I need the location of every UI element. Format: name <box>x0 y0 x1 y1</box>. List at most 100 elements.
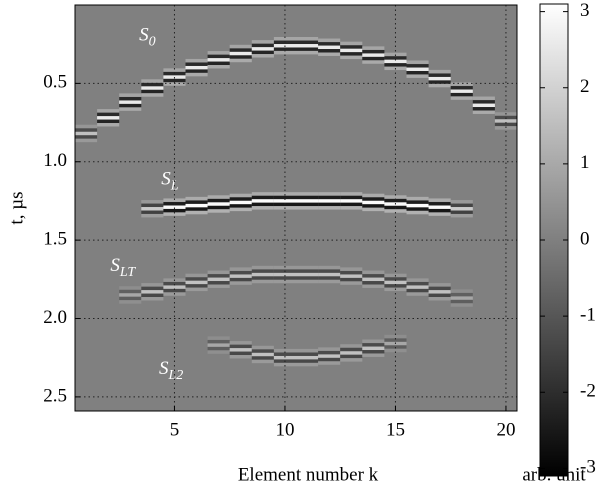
wavelet-stripe <box>273 352 296 356</box>
wavelet-stripe <box>207 209 230 213</box>
wavelet-stripe <box>428 212 451 216</box>
wavelet-stripe <box>207 202 230 206</box>
wavelet-stripe <box>251 199 274 203</box>
wavelet-stripe <box>406 281 429 286</box>
wavelet-stripe <box>340 45 363 49</box>
wavelet-stripe <box>273 348 296 353</box>
wavelet-stripe <box>362 284 385 288</box>
wavelet-stripe <box>207 339 230 344</box>
wavelet-stripe <box>185 196 208 201</box>
wavelet-stripe <box>318 42 341 46</box>
wavelet-stripe <box>163 82 186 86</box>
wavelet-stripe <box>185 284 208 288</box>
wavelet <box>251 40 274 58</box>
wavelet-stripe <box>296 47 319 51</box>
wavelet <box>119 286 142 304</box>
wavelet-stripe <box>362 274 385 278</box>
wavelet-stripe <box>229 193 252 198</box>
wavelet-stripe <box>384 334 407 339</box>
wavelet-stripe <box>229 207 252 212</box>
wavelet-stripe <box>273 195 296 200</box>
wavelet-stripe <box>384 52 407 57</box>
wavelet-stripe <box>141 79 164 83</box>
wavelet-stripe <box>296 352 319 356</box>
wavelet <box>428 69 451 88</box>
y-tick-label: 2.5 <box>43 385 67 406</box>
wavelet <box>340 344 363 362</box>
wavelet-stripe <box>340 271 363 275</box>
wavelet-stripe <box>251 345 274 350</box>
wavelet-stripe <box>384 198 407 203</box>
wavelet-stripe <box>406 292 429 296</box>
wavelet-stripe <box>318 272 341 277</box>
wavelet-stripe <box>229 58 252 63</box>
wavelet-stripe <box>163 288 186 293</box>
wavelet <box>251 345 274 364</box>
wavelet-stripe <box>141 89 164 94</box>
wavelet-stripe <box>406 70 429 75</box>
wavelet-stripe <box>296 276 319 280</box>
wavelet-stripe <box>318 276 341 280</box>
wavelet-stripe <box>119 103 142 108</box>
wavelet-stripe <box>296 279 319 284</box>
wavelet-stripe <box>163 198 186 202</box>
wavelet-stripe <box>185 273 208 278</box>
wave-label-subscript: LT <box>119 265 137 280</box>
wavelet-stripe <box>318 357 341 362</box>
wavelet <box>75 124 98 143</box>
wavelet-stripe <box>362 204 385 208</box>
wavelet-stripe <box>141 200 164 204</box>
wavelet-stripe <box>229 281 252 285</box>
wavelet-stripe <box>340 48 363 53</box>
wavelet-stripe <box>340 281 363 285</box>
wavelet-stripe <box>362 339 385 343</box>
wave-label-name: S <box>110 255 120 276</box>
wavelet-stripe <box>207 343 230 347</box>
wavelet <box>318 192 341 210</box>
wavelet-stripe <box>207 195 230 199</box>
wavelet-stripe <box>384 56 407 60</box>
wavelet-stripe <box>428 69 451 74</box>
wavelet <box>362 46 385 64</box>
wavelet-stripe <box>207 65 230 69</box>
wavelet-stripe <box>251 265 274 270</box>
wavelet-stripe <box>296 50 319 55</box>
wavelet-stripe <box>207 277 230 282</box>
wavelet-stripe <box>406 74 429 78</box>
wavelet-stripe <box>119 289 142 294</box>
wavelet-stripe <box>251 50 274 55</box>
wavelet-stripe <box>450 299 473 304</box>
wavelet <box>406 60 429 78</box>
wavelet-stripe <box>119 107 142 111</box>
wavelet-stripe <box>251 54 274 58</box>
wavelet-stripe <box>251 202 274 207</box>
wavelet-stripe <box>163 208 186 213</box>
colorbar-tick-label: -3 <box>580 457 596 478</box>
wavelet-stripe <box>406 203 429 208</box>
wavelet-stripe <box>251 352 274 357</box>
wavelet-stripe <box>273 36 296 41</box>
wavelet-stripe <box>119 97 142 101</box>
wavelet-stripe <box>406 288 429 293</box>
wavelet <box>97 109 120 127</box>
wavelet-stripe <box>384 284 407 288</box>
wavelet <box>185 273 208 292</box>
wavelet-stripe <box>318 192 341 196</box>
wavelet-stripe <box>229 277 252 282</box>
wavelet-stripe <box>296 355 319 360</box>
y-tick-label: 1.5 <box>43 228 67 249</box>
wavelet-stripe <box>141 86 164 90</box>
wavelet-stripe <box>406 196 429 201</box>
wavelet-stripe <box>207 54 230 59</box>
wavelet-stripe <box>362 53 385 57</box>
wavelet-stripe <box>340 41 363 46</box>
wavelet-stripe <box>273 50 296 55</box>
wavelet-stripe <box>75 124 98 129</box>
wavelet-stripe <box>340 192 363 196</box>
wavelet <box>362 339 385 357</box>
wavelet-stripe <box>251 349 274 353</box>
wavelet <box>296 265 319 284</box>
wavelet-stripe <box>296 269 319 273</box>
wavelet-stripe <box>428 76 451 81</box>
wavelet-stripe <box>428 297 451 301</box>
